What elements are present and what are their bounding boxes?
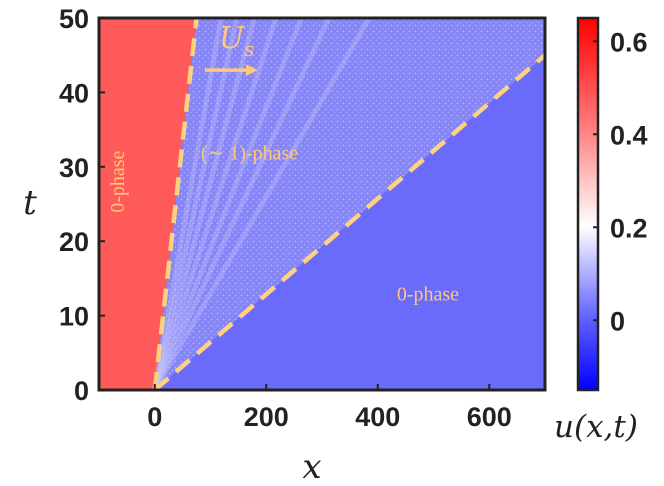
- x-tick-label: 200: [244, 402, 289, 432]
- colorbar-label: u(x,t): [554, 409, 638, 445]
- wedge-streaks: [152, 18, 372, 390]
- wedge-streak: [152, 18, 372, 390]
- y-tick-label: 10: [59, 302, 89, 332]
- colorbar-tick-label: 0.2: [610, 213, 648, 243]
- colorbar-tick-label: 0.6: [610, 27, 648, 57]
- annotation-front-speed: Us: [219, 21, 255, 61]
- wedge-streak: [152, 18, 224, 390]
- front-speed-symbol: U: [219, 21, 246, 56]
- wedge-streak: [152, 18, 279, 390]
- left-zero-phase-region: [99, 18, 197, 390]
- colorbar-tick-label: 0: [610, 306, 625, 336]
- arrow-head: [245, 64, 258, 77]
- colorbar-tick-label: 0.4: [610, 120, 648, 150]
- front-speed-arrow: [204, 64, 258, 77]
- one-phase-wedge-region: [154, 18, 545, 390]
- front-speed-subscript: s: [244, 37, 254, 61]
- y-tick-label: 30: [59, 153, 89, 183]
- x-tick-label: 400: [355, 402, 400, 432]
- wedge-streak: [152, 18, 304, 390]
- x-axis-ticks: 0 200 400 600: [147, 384, 512, 432]
- colorbar: [576, 16, 600, 392]
- y-axis-label: t: [23, 183, 37, 223]
- x-axis-label: x: [302, 447, 321, 486]
- y-axis-ticks: 0 10 20 30 40 50: [59, 4, 105, 406]
- annotation-one-phase: (∼ 1)-phase: [201, 142, 298, 164]
- y-tick-label: 20: [59, 227, 89, 257]
- x-tick-label: 0: [147, 402, 162, 432]
- wedge-streak: [152, 18, 240, 390]
- y-tick-label: 0: [74, 376, 89, 406]
- x-tick-label: 600: [467, 402, 512, 432]
- front-line-steep: [152, 18, 199, 390]
- plot-area: [99, 18, 545, 390]
- wedge-streak: [152, 18, 257, 390]
- plot-frame: [97, 16, 547, 392]
- colorbar-ticks: 0 0.2 0.4 0.6: [593, 27, 648, 336]
- front-line-shallow: [153, 53, 545, 390]
- y-tick-label: 40: [59, 78, 89, 108]
- annotation-right-zero-phase: 0-phase: [397, 284, 459, 306]
- wedge-streak: [152, 18, 332, 390]
- y-tick-label: 50: [59, 4, 89, 34]
- annotation-left-zero-phase: 0-phase: [107, 150, 129, 212]
